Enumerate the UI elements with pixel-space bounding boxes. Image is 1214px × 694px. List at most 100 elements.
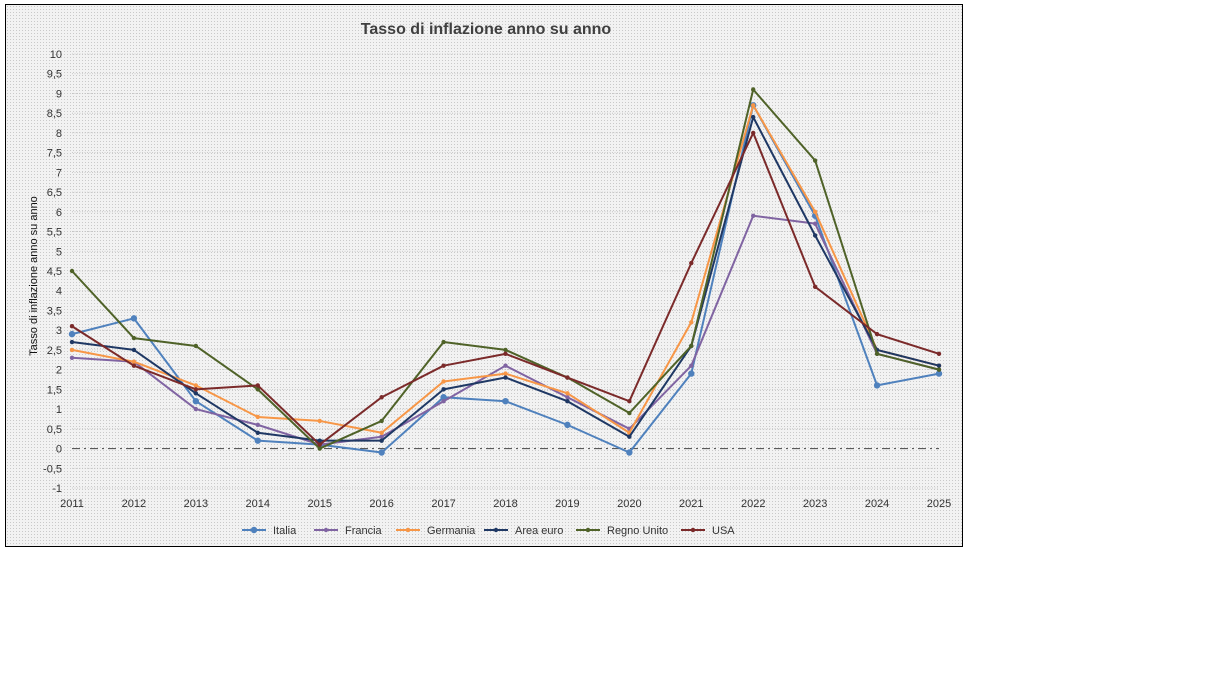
data-point xyxy=(689,260,694,266)
x-tick-label: 2015 xyxy=(307,498,331,510)
legend-marker xyxy=(585,527,591,533)
data-point xyxy=(441,379,446,384)
legend-item: Germania xyxy=(396,525,476,537)
data-point xyxy=(317,446,322,451)
data-point xyxy=(751,103,756,108)
y-tick-label: 10 xyxy=(50,49,62,61)
x-tick-label: 2011 xyxy=(60,498,84,510)
data-point xyxy=(441,399,446,404)
legend-marker xyxy=(405,527,411,533)
data-point xyxy=(565,395,570,400)
data-point xyxy=(503,375,508,380)
legend-marker xyxy=(493,527,499,533)
data-point xyxy=(565,399,570,404)
data-point xyxy=(440,394,447,401)
data-point xyxy=(565,375,570,380)
y-tick-label: 6,5 xyxy=(47,187,62,199)
data-point xyxy=(689,343,694,349)
data-point xyxy=(131,359,137,364)
y-tick-label: 5 xyxy=(56,246,62,258)
legend-label: Italia xyxy=(273,525,297,537)
data-point xyxy=(317,442,322,447)
data-point xyxy=(255,422,260,428)
data-point xyxy=(379,434,384,439)
data-point xyxy=(193,391,199,396)
x-tick-label: 2023 xyxy=(803,498,827,510)
data-point xyxy=(255,414,260,420)
y-tick-label: -0,5 xyxy=(43,463,62,475)
data-point xyxy=(688,370,695,377)
legend: Italia Francia Germania Area euro Regno Unit… xyxy=(242,525,735,537)
data-point xyxy=(255,430,260,435)
legend-label: Regno Unito xyxy=(607,525,668,537)
y-tick-label: 9,5 xyxy=(47,69,62,81)
series-lines xyxy=(68,87,943,456)
y-axis-ticks: -1 -0,5 0 0,5 1 1,5 2 2,5 3 3,5 4 4,5 5 5,5 6 6,5 7 7,5 8 8… xyxy=(43,49,62,495)
legend-label: Germania xyxy=(427,525,476,537)
y-tick-label: 1,5 xyxy=(47,384,62,396)
legend-item: Italia xyxy=(242,525,297,537)
legend-item: Francia xyxy=(314,525,383,537)
data-point xyxy=(503,363,508,368)
data-point xyxy=(69,268,75,274)
y-tick-label: 7,5 xyxy=(47,148,62,160)
data-point xyxy=(131,347,137,353)
data-point xyxy=(69,324,75,329)
x-tick-label: 2021 xyxy=(679,498,703,510)
data-point xyxy=(751,114,756,120)
data-point xyxy=(255,383,260,388)
data-point xyxy=(131,335,137,341)
data-point xyxy=(131,363,137,368)
data-point xyxy=(193,343,199,349)
y-tick-label: 2 xyxy=(56,365,62,377)
data-point xyxy=(192,398,200,405)
legend-label: Francia xyxy=(345,525,383,537)
data-point xyxy=(627,399,632,404)
y-tick-label: 4,5 xyxy=(47,266,62,278)
data-point xyxy=(751,213,756,218)
series-regno-unito xyxy=(69,87,942,451)
data-point xyxy=(502,398,509,405)
data-point xyxy=(317,418,322,424)
y-tick-label: 1 xyxy=(56,404,62,416)
legend-marker xyxy=(690,527,696,533)
chart-title: Tasso di inflazione anno su anno xyxy=(361,21,612,38)
data-point xyxy=(812,209,818,215)
y-tick-label: 3 xyxy=(56,325,62,337)
data-point xyxy=(379,418,384,424)
series-usa xyxy=(69,130,942,447)
line-chart: Tasso di inflazione anno su anno Tasso d… xyxy=(28,21,951,537)
y-tick-label: 0,5 xyxy=(47,424,62,436)
data-point xyxy=(193,387,199,392)
data-point xyxy=(503,347,508,353)
data-point xyxy=(441,363,446,368)
x-tick-label: 2016 xyxy=(369,498,393,510)
data-point xyxy=(564,421,571,429)
y-tick-label: 8 xyxy=(56,128,62,140)
data-point xyxy=(565,391,570,396)
data-point xyxy=(130,315,138,322)
data-point xyxy=(69,347,75,353)
legend-label: USA xyxy=(712,525,735,537)
series-line xyxy=(71,116,940,442)
data-point xyxy=(812,284,818,289)
data-point xyxy=(441,387,446,392)
x-tick-label: 2018 xyxy=(493,498,517,510)
data-point xyxy=(873,382,881,389)
y-tick-label: 7 xyxy=(56,167,62,179)
data-point xyxy=(689,363,694,368)
x-tick-label: 2014 xyxy=(246,498,270,510)
y-tick-label: 4 xyxy=(56,286,62,298)
series-area-euro xyxy=(69,114,942,443)
data-point xyxy=(193,383,199,388)
data-point xyxy=(503,371,508,376)
data-point xyxy=(441,339,446,345)
legend-item: Regno Unito xyxy=(576,525,668,537)
y-tick-label: 6 xyxy=(56,207,62,219)
data-point xyxy=(936,351,942,357)
data-point xyxy=(193,406,199,412)
x-tick-label: 2020 xyxy=(617,498,641,510)
y-tick-label: 0 xyxy=(56,444,62,456)
data-point xyxy=(751,130,756,136)
data-point xyxy=(627,410,632,416)
